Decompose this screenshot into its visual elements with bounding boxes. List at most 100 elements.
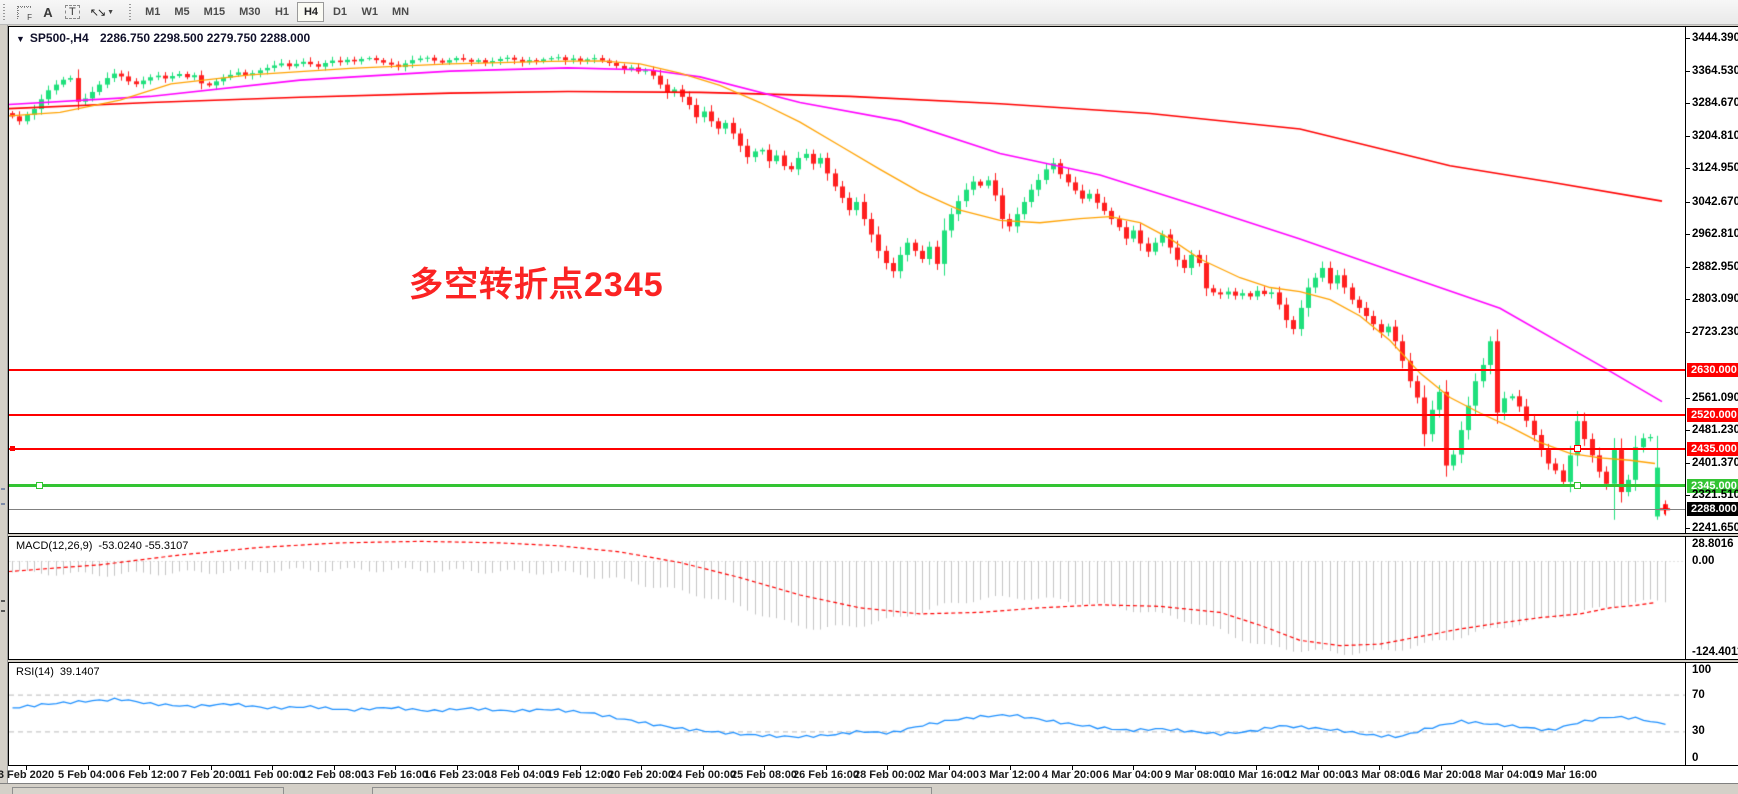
line-handle[interactable] [36, 482, 43, 489]
candlestick-chart-canvas[interactable] [9, 27, 1685, 533]
axis-tick [1686, 495, 1690, 496]
price-axis-label: 2401.370 [1692, 457, 1738, 469]
timeframe-mn[interactable]: MN [386, 2, 415, 22]
dock-mark [1, 503, 5, 505]
rsi-axis-label: 100 [1692, 664, 1712, 676]
bottom-window-edge [372, 787, 932, 794]
price-axis-label: 3124.950 [1692, 162, 1738, 174]
time-tick [88, 766, 89, 770]
timeframe-d1[interactable]: D1 [326, 2, 353, 22]
macd-canvas[interactable] [9, 537, 1685, 659]
price-axis-label: 2321.510 [1692, 489, 1738, 501]
axis-tick [1686, 38, 1690, 39]
timeframe-h1[interactable]: H1 [268, 2, 295, 22]
price-axis-label: 3042.670 [1692, 196, 1738, 208]
time-tick [1318, 766, 1319, 770]
time-tick [580, 766, 581, 770]
axis-tick [1686, 202, 1690, 203]
time-axis-label: 6 Mar 04:00 [1103, 769, 1163, 781]
price-tag-2435.000: 2435.000 [1687, 442, 1738, 456]
price-chart-panel: ▼ SP500-,H4 2286.750 2298.500 2279.750 22… [8, 26, 1738, 534]
dock-mark [1, 488, 5, 490]
chevron-down-icon: ▼ [107, 8, 115, 16]
time-axis-label: 20 Feb 20:00 [607, 769, 675, 781]
time-axis-label: 18 Feb 04:00 [484, 769, 552, 781]
text-label-icon[interactable]: T [60, 2, 85, 23]
line-handle[interactable] [1574, 482, 1581, 489]
time-tick [149, 766, 150, 770]
price-tag-2630.000: 2630.000 [1687, 363, 1738, 377]
price-axis-label: 2561.090 [1692, 392, 1738, 404]
time-axis-label: 19 Feb 12:00 [546, 769, 614, 781]
line-handle[interactable] [10, 446, 15, 451]
time-axis-label: 3 Mar 12:00 [980, 769, 1040, 781]
toolbar-grip[interactable] [129, 3, 135, 21]
time-tick [1010, 766, 1011, 770]
axis-tick [1686, 332, 1690, 333]
axis-tick [1686, 463, 1690, 464]
timeframe-m1[interactable]: M1 [139, 2, 166, 22]
price-axis-label: 2882.950 [1692, 261, 1738, 273]
time-tick [1256, 766, 1257, 770]
horizontal-level-line-2345.000[interactable] [9, 484, 1685, 488]
rsi-canvas[interactable] [9, 663, 1685, 765]
indicator-grid-icon[interactable]: F [12, 2, 36, 23]
axis-tick [1686, 299, 1690, 300]
symbol-dropdown-icon[interactable]: ▼ [16, 34, 25, 44]
time-tick [1072, 766, 1073, 770]
timeframe-m15[interactable]: M15 [198, 2, 231, 22]
axis-tick [1686, 168, 1690, 169]
time-axis-label: 18 Mar 04:00 [1468, 769, 1536, 781]
time-tick [949, 766, 950, 770]
time-axis-label: 10 Mar 16:00 [1222, 769, 1290, 781]
timeframe-m5[interactable]: M5 [168, 2, 195, 22]
timeframe-m30[interactable]: M30 [233, 2, 266, 22]
time-axis-label: 5 Feb 04:00 [58, 769, 118, 781]
chart-title: ▼ SP500-,H4 2286.750 2298.500 2279.750 22… [16, 31, 310, 45]
left-dock-strip [0, 25, 8, 794]
horizontal-level-line-2630.000[interactable] [9, 368, 1685, 371]
toolbar-grip[interactable] [3, 3, 8, 21]
time-axis-label: 9 Mar 08:00 [1165, 769, 1225, 781]
timeframe-w1[interactable]: W1 [355, 2, 384, 22]
time-tick [1564, 766, 1565, 770]
axis-tick [1686, 398, 1690, 399]
chart-annotation: 多空转折点2345 [409, 266, 664, 304]
rsi-axis-label: 70 [1692, 689, 1705, 701]
dock-mark [1, 600, 5, 602]
price-axis-label: 3444.390 [1692, 32, 1738, 44]
line-handle[interactable] [1574, 445, 1581, 452]
time-axis: 3 Feb 2020 5 Feb 04:00 6 Feb 12:00 7 Feb 20… [0, 766, 1738, 783]
macd-axis-label: 28.8016 [1692, 538, 1734, 550]
time-tick [826, 766, 827, 770]
price-axis-label: 2803.090 [1692, 293, 1738, 305]
time-tick [457, 766, 458, 770]
price-axis-label: 3364.530 [1692, 65, 1738, 77]
time-axis-label: 12 Mar 00:00 [1284, 769, 1352, 781]
time-tick [1133, 766, 1134, 770]
current-price-tag: 2288.000 [1687, 502, 1738, 516]
axis-tick [1686, 528, 1690, 529]
time-axis-label: 16 Mar 20:00 [1407, 769, 1475, 781]
toolbar: F A T ↖↘ ▼ M1 M5 M15 M30 H1 H4 D1 W1 MN [0, 0, 1738, 25]
grid-dots-icon: F [17, 5, 32, 22]
price-tag-2345.000: 2345.000 [1687, 479, 1738, 493]
text-cursor-icon[interactable]: A [36, 2, 60, 23]
cursor-arrows-icon[interactable]: ↖↘ ▼ [85, 2, 119, 23]
dock-mark [1, 610, 5, 612]
bottom-strip [0, 783, 1738, 794]
time-axis-label: 19 Mar 16:00 [1530, 769, 1598, 781]
horizontal-level-line-2435.000[interactable] [9, 448, 1685, 451]
time-axis-label: 4 Mar 20:00 [1042, 769, 1102, 781]
time-tick [1441, 766, 1442, 770]
time-axis-label: 12 Feb 08:00 [300, 769, 368, 781]
horizontal-level-line-2520.000[interactable] [9, 413, 1685, 416]
timeframe-h4[interactable]: H4 [297, 2, 325, 22]
price-tag-2520.000: 2520.000 [1687, 408, 1738, 422]
price-axis-label: 2723.230 [1692, 326, 1738, 338]
ohlc-readout: 2286.750 2298.500 2279.750 2288.000 [99, 31, 311, 45]
time-tick [764, 766, 765, 770]
time-tick [26, 766, 27, 770]
time-axis-label: 13 Mar 08:00 [1345, 769, 1413, 781]
